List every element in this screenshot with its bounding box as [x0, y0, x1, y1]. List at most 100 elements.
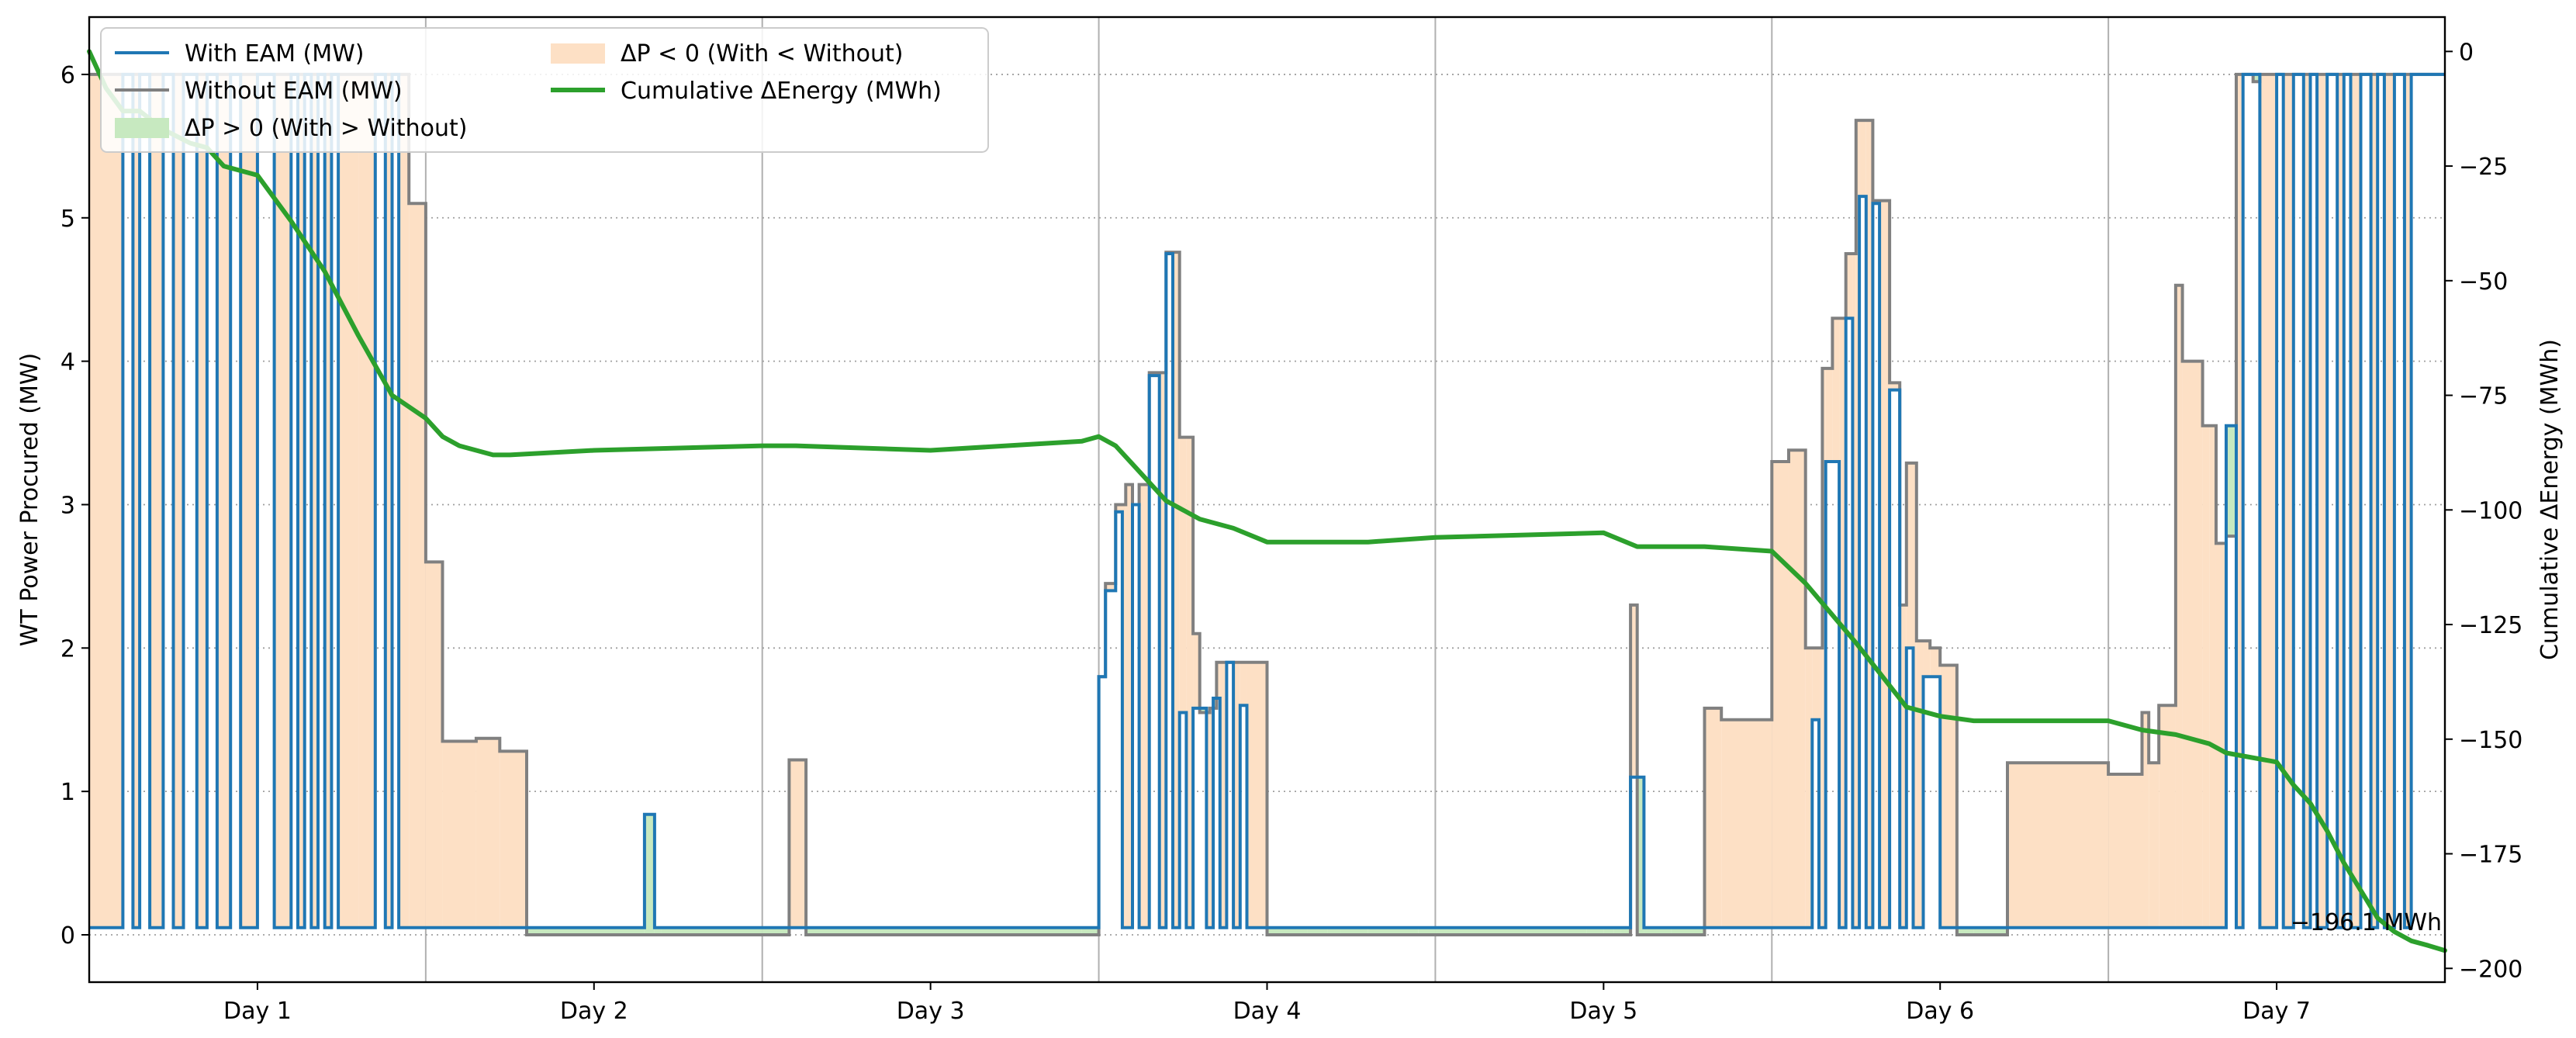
delta-positive-fill	[661, 927, 762, 936]
delta-negative-fill	[1115, 504, 1122, 512]
delta-negative-fill	[1890, 382, 1900, 390]
delta-negative-fill	[1906, 462, 1914, 649]
delta-positive-fill	[1213, 698, 1217, 708]
y-right-tick-label: −150	[2459, 727, 2522, 754]
delta-negative-fill	[216, 74, 231, 928]
delta-positive-fill	[1644, 927, 1672, 936]
delta-positive-fill	[1973, 927, 2007, 936]
with-eam-line	[89, 72, 2445, 929]
delta-negative-fill	[89, 74, 123, 928]
y-right-tick-label: −50	[2459, 268, 2508, 296]
delta-positive-fill	[1586, 927, 1604, 936]
delta-negative-fill	[173, 74, 184, 928]
delta-negative-fill	[2202, 425, 2210, 928]
delta-positive-fill	[762, 927, 790, 936]
x-tick-label: Day 2	[560, 998, 628, 1025]
delta-negative-fill	[1930, 648, 1941, 677]
delta-negative-fill	[1845, 253, 1853, 319]
delta-negative-fill	[297, 74, 305, 928]
delta-negative-fill	[442, 741, 476, 928]
delta-negative-fill	[1173, 252, 1180, 928]
delta-negative-fill	[399, 74, 410, 928]
delta-negative-fill	[1839, 318, 1846, 928]
legend-label: ΔP < 0 (With < Without)	[621, 40, 903, 67]
delta-negative-fill	[2108, 773, 2142, 928]
delta-negative-fill	[2209, 425, 2216, 928]
delta-negative-fill	[1879, 200, 1890, 928]
delta-negative-fill	[2149, 763, 2159, 928]
y-right-tick-label: −175	[2459, 842, 2522, 869]
legend-box	[100, 27, 989, 153]
delta-negative-fill	[385, 74, 392, 928]
delta-positive-fill	[1637, 777, 1644, 936]
delta-negative-fill	[1219, 662, 1227, 928]
axis-layer: Day 1 Day 2 Day 3 Day 4 Day 5 Day 6 Day 7 0 1 2 3 4…	[16, 39, 2564, 1025]
delta-positive-fill	[527, 927, 645, 936]
legend-label: With EAM (MW)	[185, 40, 365, 67]
y-right-tick-label: 0	[2459, 39, 2474, 66]
delta-negative-fill	[1186, 437, 1194, 928]
legend-label: ΔP > 0 (With > Without)	[185, 115, 467, 142]
delta-negative-fill	[2215, 543, 2226, 928]
delta-negative-fill	[2182, 361, 2203, 928]
delta-negative-fill	[2260, 74, 2277, 928]
delta-positive-fill	[2225, 425, 2237, 537]
delta-negative-fill	[1247, 662, 1267, 928]
delta-negative-fill	[1900, 604, 1907, 928]
delta-positive-fill	[1327, 927, 1341, 936]
delta-negative-fill	[196, 74, 207, 928]
delta-negative-fill	[425, 562, 443, 928]
delta-negative-fill	[2337, 74, 2344, 928]
y-tick-label: 4	[61, 349, 75, 376]
delta-negative-fill	[2283, 74, 2294, 928]
delta-positive-fill	[2253, 74, 2260, 82]
delta-negative-fill	[409, 203, 426, 928]
y-tick-label: 0	[61, 922, 75, 950]
delta-negative-fill	[1125, 484, 1132, 928]
delta-positive-fill	[806, 927, 1082, 936]
delta-negative-fill	[1772, 462, 1789, 928]
x-tick-label: Day 1	[223, 998, 292, 1025]
delta-negative-fill	[150, 74, 164, 928]
delta-positive-fill	[1603, 927, 1614, 936]
delta-negative-fill	[2236, 74, 2243, 928]
delta-negative-fill	[1240, 662, 1247, 706]
delta-negative-fill	[1923, 641, 1931, 677]
delta-negative-fill	[1159, 372, 1167, 928]
delta-positive-fill	[1613, 927, 1621, 936]
delta-negative-fill	[358, 74, 375, 928]
delta-negative-fill	[2350, 74, 2361, 928]
x-tick-label: Day 3	[897, 998, 965, 1025]
delta-negative-fill	[1704, 708, 1722, 928]
delta-negative-fill	[133, 74, 140, 928]
delta-negative-fill	[1139, 484, 1150, 928]
delta-negative-fill	[1788, 450, 1806, 928]
delta-negative-fill	[1855, 120, 1860, 928]
delta-positive-fill	[1956, 927, 1974, 936]
delta-negative-fill	[2303, 74, 2311, 928]
y-right-tick-label: −75	[2459, 383, 2508, 410]
delta-negative-fill	[1940, 665, 1957, 928]
delta-negative-fill	[1832, 318, 1840, 462]
delta-negative-fill	[1233, 662, 1240, 928]
delta-negative-fill	[240, 74, 258, 928]
delta-positive-fill	[1435, 927, 1587, 936]
delta-negative-fill	[1913, 462, 1917, 928]
delta-negative-fill	[475, 738, 500, 928]
y-right-tick-label: −200	[2459, 956, 2522, 983]
delta-positive-fill	[1199, 708, 1207, 713]
x-tick-label: Day 6	[1906, 998, 1974, 1025]
delta-negative-fill	[338, 74, 359, 928]
delta-negative-fill	[2159, 705, 2176, 928]
delta-negative-fill	[1822, 368, 1826, 928]
x-tick-label: Day 7	[2242, 998, 2311, 1025]
delta-negative-fill	[1825, 368, 1833, 462]
legend-swatch-patch	[551, 43, 605, 64]
delta-negative-fill	[1859, 120, 1866, 197]
y-right-tick-label: −125	[2459, 612, 2522, 639]
delta-positive-fill	[644, 814, 655, 936]
cumulative-series	[87, 49, 2447, 953]
delta-negative-fill	[2384, 74, 2394, 928]
delta-negative-fill	[1216, 662, 1220, 699]
